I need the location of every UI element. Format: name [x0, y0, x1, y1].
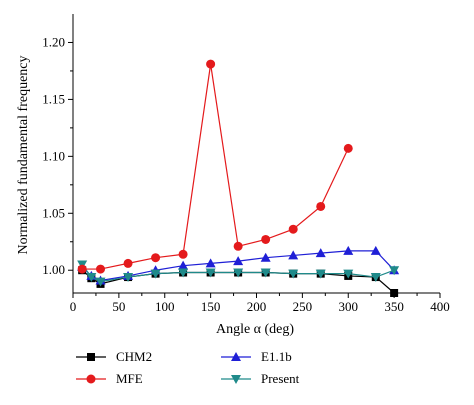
legend-marker: [87, 353, 95, 361]
legend-label: CHM2: [116, 349, 152, 364]
data-point-mfe: [261, 235, 270, 244]
x-axis-title: Angle α (deg): [216, 322, 294, 337]
x-tick-label: 200: [247, 299, 267, 314]
legend-item-chm2: CHM2: [76, 349, 152, 364]
data-point-mfe: [78, 265, 87, 274]
data-point-mfe: [289, 225, 298, 234]
y-tick-label: 1.15: [42, 91, 65, 106]
data-point-mfe: [234, 242, 243, 251]
y-axis-title: Normalized fundamental frequency: [16, 55, 31, 254]
x-tick-label: 0: [70, 299, 77, 314]
y-tick-label: 1.05: [42, 205, 65, 220]
data-point-mfe: [151, 253, 160, 262]
x-tick-label: 300: [339, 299, 359, 314]
x-tick-label: 100: [155, 299, 175, 314]
y-tick-label: 1.10: [42, 148, 65, 163]
x-tick-label: 400: [430, 299, 450, 314]
axes: [73, 14, 440, 293]
data-point-mfe: [344, 144, 353, 153]
series-layer: [77, 60, 399, 297]
legend-label: E1.1b: [261, 349, 292, 364]
x-tick-label: 350: [384, 299, 404, 314]
y-tick-label: 1.20: [42, 34, 65, 49]
legend-item-mfe: MFE: [76, 371, 143, 386]
data-point-mfe: [206, 60, 215, 69]
x-tick-label: 150: [201, 299, 221, 314]
series-mfe: [78, 60, 353, 274]
y-tick-label: 1.00: [42, 262, 65, 277]
legend-item-e1-1b: E1.1b: [221, 349, 292, 364]
data-point-mfe: [316, 202, 325, 211]
legend-label: MFE: [116, 371, 143, 386]
legend: CHM2 E1.1b MFE Present: [76, 349, 300, 386]
x-tick-label: 50: [112, 299, 125, 314]
legend-label: Present: [261, 371, 300, 386]
data-point-mfe: [179, 250, 188, 259]
data-point-mfe: [96, 265, 105, 274]
legend-item-present: Present: [221, 371, 300, 386]
series-line-mfe: [82, 64, 348, 269]
x-tick-label: 250: [293, 299, 313, 314]
data-point-mfe: [124, 259, 133, 268]
data-point-chm2: [390, 289, 398, 297]
legend-marker: [87, 375, 96, 384]
